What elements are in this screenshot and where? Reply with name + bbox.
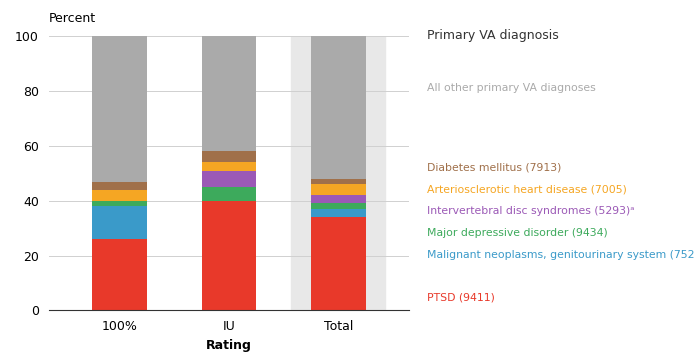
Bar [291, 36, 385, 310]
Text: PTSD (9411): PTSD (9411) [427, 293, 495, 303]
Text: Percent: Percent [49, 12, 96, 25]
Text: All other primary VA diagnoses: All other primary VA diagnoses [427, 83, 595, 93]
Bar [202, 151, 256, 162]
Text: Arteriosclerotic heart disease (7005): Arteriosclerotic heart disease (7005) [427, 184, 627, 195]
Bar [92, 201, 147, 206]
Text: Intervertebral disc syndromes (5293)ᵃ: Intervertebral disc syndromes (5293)ᵃ [427, 206, 634, 216]
Bar [202, 162, 256, 170]
Bar [92, 239, 147, 310]
Bar [92, 182, 147, 190]
Bar [311, 217, 366, 310]
Bar [311, 195, 366, 204]
Bar [92, 206, 147, 239]
X-axis label: Rating: Rating [206, 339, 252, 352]
Bar [202, 170, 256, 187]
Bar [311, 204, 366, 209]
Bar [202, 36, 256, 151]
Bar [311, 184, 366, 195]
Text: Malignant neoplasms, genitourinary system (7528): Malignant neoplasms, genitourinary syste… [427, 249, 694, 260]
Bar [92, 190, 147, 201]
Text: Primary VA diagnosis: Primary VA diagnosis [427, 29, 559, 42]
Bar [202, 187, 256, 201]
Bar [202, 201, 256, 310]
Text: Major depressive disorder (9434): Major depressive disorder (9434) [427, 228, 607, 238]
Bar [92, 36, 147, 182]
Text: Diabetes mellitus (7913): Diabetes mellitus (7913) [427, 163, 561, 173]
Bar [311, 179, 366, 184]
Bar [311, 209, 366, 217]
Bar [311, 36, 366, 179]
